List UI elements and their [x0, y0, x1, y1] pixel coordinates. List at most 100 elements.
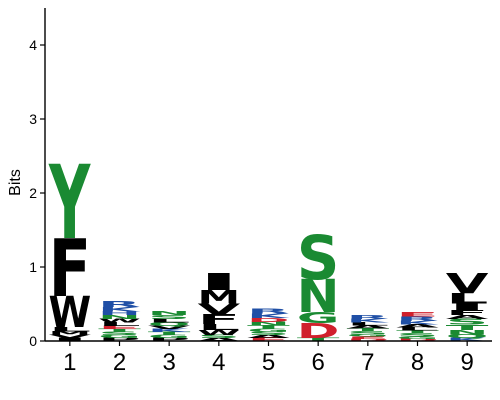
x-axis: 1 2 3 4 5 6 7 8 9 [45, 340, 492, 376]
logo-letter-i: I [48, 337, 91, 342]
logo-letter-m: M [48, 331, 91, 337]
y-tick-label: 2 [29, 185, 37, 201]
y-tick-label: 3 [29, 111, 37, 127]
logo-letter-k: K [148, 328, 192, 333]
logo-letter-v: V [148, 326, 192, 331]
logo-letter-m: M [197, 286, 240, 308]
logo-letter-v: V [48, 334, 92, 339]
logo-letter-k: K [98, 306, 142, 313]
position-label: 3 [162, 349, 175, 376]
logo-letter-r: R [346, 314, 389, 320]
y-tick-label: 0 [29, 333, 37, 349]
logo-letter-l: L [48, 326, 91, 333]
logo-letter-l: L [98, 322, 141, 328]
logo-letter-n: N [297, 271, 340, 324]
logo-letter-n: N [446, 329, 489, 336]
logo-letter-a: A [396, 324, 440, 329]
logo-letter-t: T [396, 330, 440, 335]
logo-letter-l: L [446, 290, 489, 306]
logo-letter-t: T [346, 328, 390, 333]
logo-letter-q: Q [446, 333, 489, 339]
logo-letter-k: K [247, 312, 291, 319]
logo-letter-w: W [48, 287, 91, 337]
logo-letter-v: V [197, 300, 241, 318]
position-label: 4 [212, 349, 225, 376]
logo-letter-f: F [446, 309, 489, 317]
logo-letter-s: S [297, 223, 340, 294]
logo-letter-t: T [247, 325, 291, 331]
logo-letter-f: F [197, 312, 240, 327]
logo-stacks: IVMLWFYPGSTELWNHKRPGTKVQLSNASWLFVMIEASGT… [48, 146, 489, 344]
y-tick-label: 1 [29, 259, 37, 275]
logo-letter-g: G [396, 336, 439, 340]
logo-letter-q: Q [148, 322, 191, 328]
logo-letter-l: L [148, 318, 191, 324]
logo-letter-i: I [197, 268, 240, 295]
logo-letter-a: A [197, 337, 241, 342]
logo-letter-r: R [247, 307, 290, 315]
logo-letter-d: D [297, 320, 340, 343]
logo-letter-a: A [346, 325, 390, 330]
logo-letter-y: Y [48, 146, 91, 263]
y-tick-label: 4 [29, 37, 37, 53]
logo-letter-p: P [98, 337, 141, 342]
position-label: 6 [311, 349, 324, 376]
logo-letter-k: K [446, 337, 490, 342]
position-label: 8 [411, 349, 424, 376]
position-label: 7 [361, 349, 374, 376]
logo-letter-s: S [197, 334, 240, 339]
logo-letter-t: T [446, 323, 490, 331]
logo-letter-n: N [98, 314, 141, 320]
logo-letter-l: L [396, 327, 439, 332]
logo-letter-s: S [396, 333, 439, 338]
logo-letter-g: G [98, 334, 141, 339]
logo-letter-t: T [98, 328, 142, 333]
logo-letter-s: S [346, 331, 389, 336]
logo-letter-g: G [247, 328, 290, 333]
logo-letter-e: E [396, 311, 439, 318]
position-label: 2 [113, 349, 126, 376]
position-label: 9 [460, 349, 473, 376]
logo-letter-e: E [247, 337, 290, 342]
position-label: 5 [262, 349, 275, 376]
logo-letter-w: W [197, 328, 240, 336]
y-axis-label: Bits [7, 169, 24, 196]
logo-letter-g: G [346, 334, 389, 338]
logo-letter-s: S [148, 314, 191, 320]
logo-letter-d: D [346, 338, 389, 342]
logo-letter-n: N [247, 321, 290, 327]
logo-letter-v: V [446, 268, 489, 299]
logo-letter-d: D [396, 338, 439, 342]
logo-letter-l: L [346, 322, 389, 327]
position-label: 1 [63, 349, 76, 376]
logo-letter-d: D [247, 317, 290, 323]
logo-letter-i: I [446, 302, 489, 313]
logo-letter-t: T [148, 331, 192, 336]
logo-letter-f: F [48, 223, 91, 315]
logo-letter-p: P [148, 337, 191, 342]
logo-letter-r: R [98, 300, 141, 309]
logo-letter-l: L [197, 323, 240, 332]
y-axis: 0 1 2 3 4 Bits [7, 8, 46, 349]
logo-letter-t: T [297, 337, 341, 342]
logo-letter-g: G [297, 309, 340, 327]
logo-letter-s: S [446, 317, 489, 326]
logo-letter-k: K [346, 318, 390, 324]
logo-letter-g: G [148, 334, 191, 339]
logo-letter-k: K [396, 320, 440, 326]
logo-letter-s: S [98, 331, 141, 336]
logo-letter-a: A [446, 314, 490, 320]
logo-letter-w: W [98, 318, 141, 324]
logo-letter-e: E [98, 325, 141, 330]
logo-letter-e: E [346, 336, 389, 340]
logo-letter-n: N [148, 310, 191, 316]
logo-letter-s: S [247, 331, 290, 336]
